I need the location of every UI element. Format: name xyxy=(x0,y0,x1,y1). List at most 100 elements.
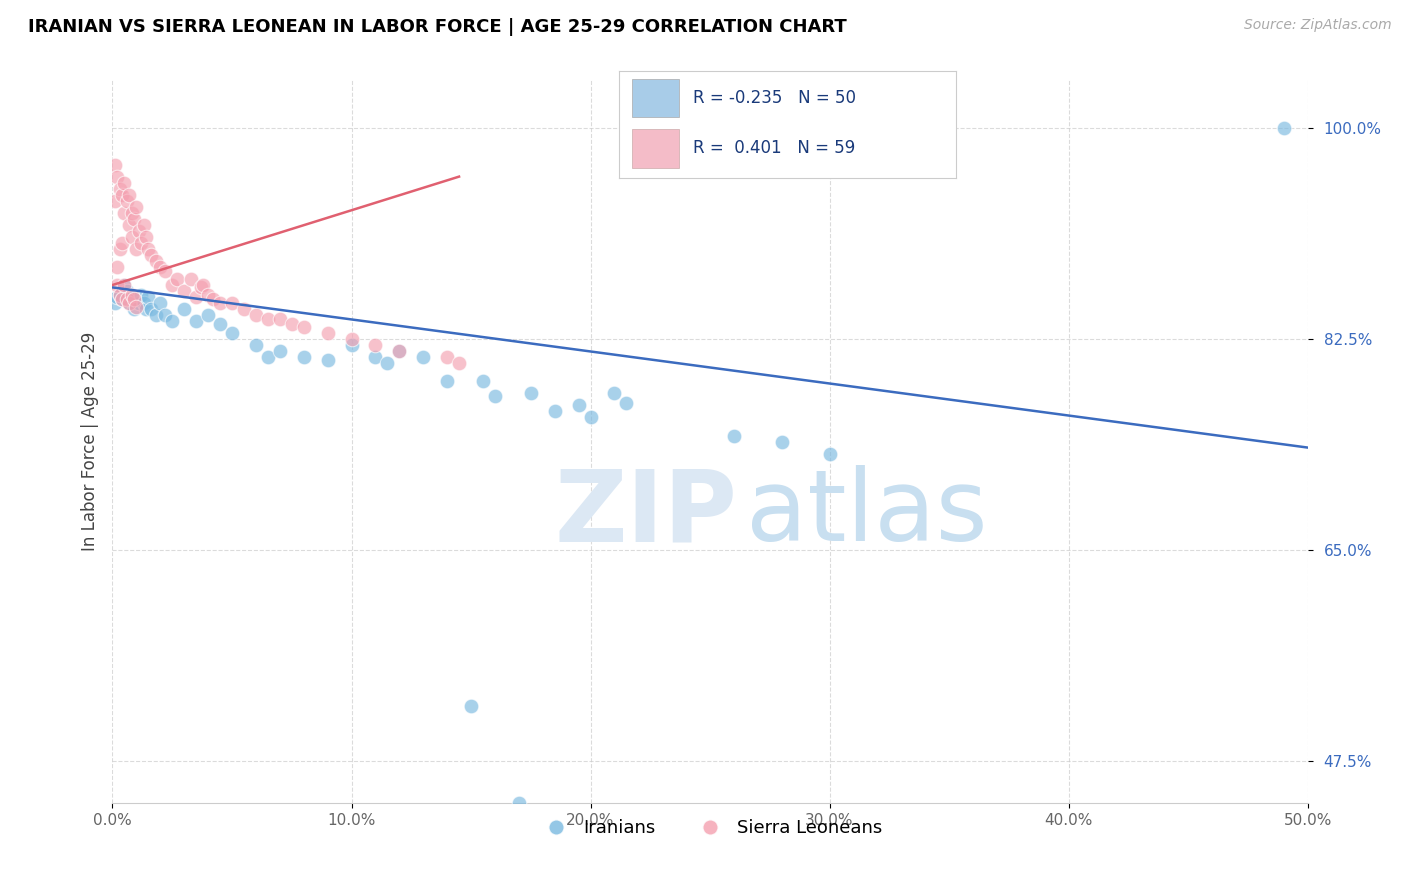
Point xyxy=(108,182,131,196)
Point xyxy=(115,284,138,298)
Point xyxy=(118,296,141,310)
Point xyxy=(111,293,134,307)
Point xyxy=(104,296,127,310)
Point xyxy=(108,242,131,256)
Point xyxy=(508,796,530,810)
Point xyxy=(221,296,243,310)
Point xyxy=(125,242,148,256)
Point xyxy=(129,287,152,301)
Point xyxy=(125,293,148,307)
Point xyxy=(281,317,304,331)
Point xyxy=(139,248,162,262)
Point xyxy=(233,301,256,317)
Text: atlas: atlas xyxy=(747,466,987,562)
Point xyxy=(190,280,212,294)
Point xyxy=(197,287,219,301)
Point xyxy=(118,187,141,202)
Point xyxy=(472,375,495,389)
Point xyxy=(114,205,135,219)
Point xyxy=(135,230,157,244)
Point xyxy=(316,352,339,367)
Point xyxy=(105,290,128,304)
Point xyxy=(603,386,626,401)
Point xyxy=(125,300,148,314)
Point xyxy=(221,326,243,341)
Point xyxy=(770,434,793,449)
Point xyxy=(186,314,208,328)
Point xyxy=(209,317,232,331)
Y-axis label: In Labor Force | Age 25-29: In Labor Force | Age 25-29 xyxy=(80,332,98,551)
Text: ZIP: ZIP xyxy=(554,466,738,562)
Point xyxy=(257,350,280,364)
Point xyxy=(114,176,135,190)
Point xyxy=(364,350,387,364)
Point xyxy=(153,308,176,322)
Text: IRANIAN VS SIERRA LEONEAN IN LABOR FORCE | AGE 25-29 CORRELATION CHART: IRANIAN VS SIERRA LEONEAN IN LABOR FORCE… xyxy=(28,18,846,36)
Point xyxy=(121,205,143,219)
Point xyxy=(104,194,127,208)
Point xyxy=(269,344,291,359)
Point xyxy=(111,235,134,250)
Point xyxy=(118,218,141,232)
Legend: Iranians, Sierra Leoneans: Iranians, Sierra Leoneans xyxy=(531,812,889,845)
Point xyxy=(340,332,363,346)
Point xyxy=(364,338,387,352)
Point xyxy=(149,296,172,310)
Point xyxy=(104,158,127,172)
Point xyxy=(115,293,138,307)
Text: R = -0.235   N = 50: R = -0.235 N = 50 xyxy=(693,89,856,107)
Point xyxy=(128,296,150,310)
Point xyxy=(132,296,155,310)
Point xyxy=(340,338,363,352)
Point xyxy=(388,344,411,359)
Point xyxy=(145,254,167,268)
Point xyxy=(579,410,602,425)
Point xyxy=(460,699,482,714)
Point xyxy=(122,211,145,226)
Point xyxy=(388,344,411,359)
Point xyxy=(436,375,458,389)
Point xyxy=(132,218,155,232)
Point xyxy=(1272,121,1295,136)
Point xyxy=(447,356,470,370)
FancyBboxPatch shape xyxy=(633,129,679,168)
Point xyxy=(125,200,148,214)
Point xyxy=(105,260,128,274)
Point xyxy=(149,260,172,274)
Text: R =  0.401   N = 59: R = 0.401 N = 59 xyxy=(693,139,855,157)
Point xyxy=(201,293,224,307)
Point xyxy=(412,350,434,364)
Point xyxy=(121,230,143,244)
Point xyxy=(616,396,638,410)
Point xyxy=(138,290,160,304)
Point xyxy=(292,320,315,334)
Point xyxy=(484,389,506,403)
Point xyxy=(568,398,591,412)
Point xyxy=(245,338,267,352)
Point xyxy=(108,287,131,301)
Point xyxy=(292,350,315,364)
Point xyxy=(162,314,183,328)
Point xyxy=(818,447,841,461)
Point xyxy=(173,301,195,317)
Point xyxy=(723,428,745,442)
Point xyxy=(193,278,215,293)
Text: Source: ZipAtlas.com: Source: ZipAtlas.com xyxy=(1244,18,1392,32)
Point xyxy=(111,293,134,307)
Point xyxy=(377,356,399,370)
Point xyxy=(121,287,143,301)
Point xyxy=(139,301,162,317)
Point xyxy=(115,194,138,208)
Point xyxy=(257,311,280,326)
Point xyxy=(118,296,141,310)
Point xyxy=(108,287,131,301)
Point xyxy=(316,326,339,341)
Point xyxy=(436,350,458,364)
Point xyxy=(186,290,208,304)
Point xyxy=(209,296,232,310)
Point xyxy=(122,301,145,317)
Point xyxy=(121,287,143,301)
Point xyxy=(114,278,135,293)
Point xyxy=(166,272,188,286)
Point xyxy=(162,278,183,293)
